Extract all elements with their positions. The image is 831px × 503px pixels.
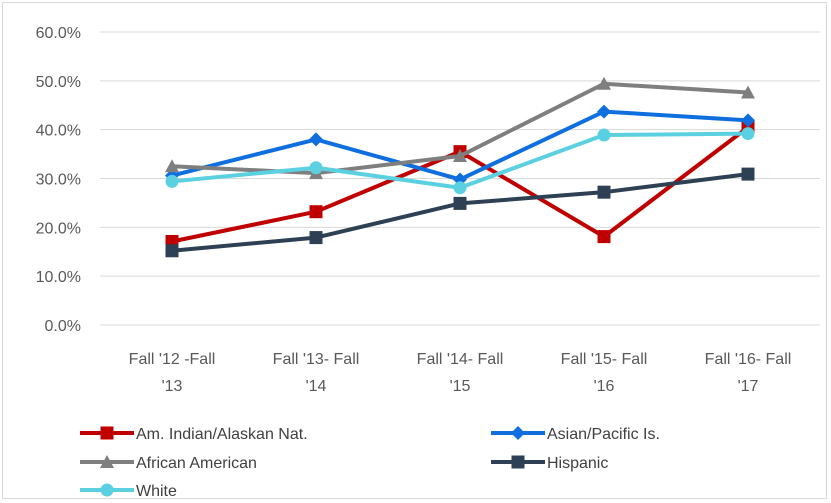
x-tick-label: '17 — [738, 378, 759, 395]
data-point — [165, 159, 179, 173]
x-tick-label: Fall '15- Fall — [561, 351, 648, 368]
data-point — [309, 231, 323, 245]
x-tick-label: '14 — [306, 378, 327, 395]
data-point — [597, 230, 611, 244]
x-tick-label: '16 — [594, 378, 615, 395]
x-tick-label: Fall '16- Fall — [705, 351, 792, 368]
data-point — [165, 244, 179, 258]
data-point — [309, 161, 323, 175]
legend-item: Hispanic — [491, 455, 608, 472]
data-point — [597, 104, 611, 119]
x-tick-label: Fall '14- Fall — [417, 351, 504, 368]
data-point — [453, 149, 467, 163]
data-point — [309, 132, 323, 147]
y-tick-label: 20.0% — [36, 220, 81, 237]
legend-label: White — [136, 483, 177, 500]
legend-marker — [511, 426, 525, 440]
y-tick-label: 30.0% — [36, 172, 81, 189]
data-point — [741, 127, 755, 141]
y-tick-label: 50.0% — [36, 74, 81, 91]
series-african-american — [165, 76, 755, 180]
data-point — [597, 76, 611, 90]
legend-marker — [100, 426, 114, 440]
data-point — [597, 128, 611, 142]
data-point — [597, 185, 611, 199]
series-white — [165, 127, 755, 195]
legend-item: African American — [80, 455, 257, 472]
data-point — [165, 174, 179, 188]
legend-label: African American — [136, 455, 257, 472]
data-point — [741, 113, 755, 128]
legend-label: Hispanic — [547, 455, 608, 472]
data-point — [741, 85, 755, 99]
x-tick-label: Fall '13- Fall — [273, 351, 360, 368]
legend: Am. Indian/Alaskan Nat. Asian/Pacific Is.… — [80, 426, 660, 500]
legend-item: Asian/Pacific Is. — [491, 426, 660, 443]
y-tick-label: 10.0% — [36, 269, 81, 286]
data-point — [453, 181, 467, 195]
legend-item: Am. Indian/Alaskan Nat. — [80, 426, 308, 443]
y-axis: 0.0% 10.0% 20.0% 30.0% 40.0% 50.0% 60.0% — [36, 25, 81, 335]
series-lines — [165, 76, 755, 258]
data-point — [309, 205, 323, 219]
legend-marker — [100, 483, 114, 497]
data-point — [453, 196, 467, 210]
x-axis: Fall '12 -Fall '13 Fall '13- Fall '14 Fall '… — [129, 351, 792, 395]
data-point — [741, 167, 755, 181]
y-tick-label: 60.0% — [36, 25, 81, 42]
legend-marker — [511, 455, 525, 469]
x-tick-label: '15 — [450, 378, 471, 395]
legend-item: White — [80, 483, 177, 500]
y-tick-label: 0.0% — [45, 318, 81, 335]
legend-label: Am. Indian/Alaskan Nat. — [136, 426, 308, 443]
x-tick-label: '13 — [162, 378, 183, 395]
series-hispanic — [165, 167, 755, 258]
x-tick-label: Fall '12 -Fall — [129, 351, 216, 368]
legend-label: Asian/Pacific Is. — [547, 426, 660, 443]
y-tick-label: 40.0% — [36, 123, 81, 140]
legend-marker — [100, 455, 114, 468]
